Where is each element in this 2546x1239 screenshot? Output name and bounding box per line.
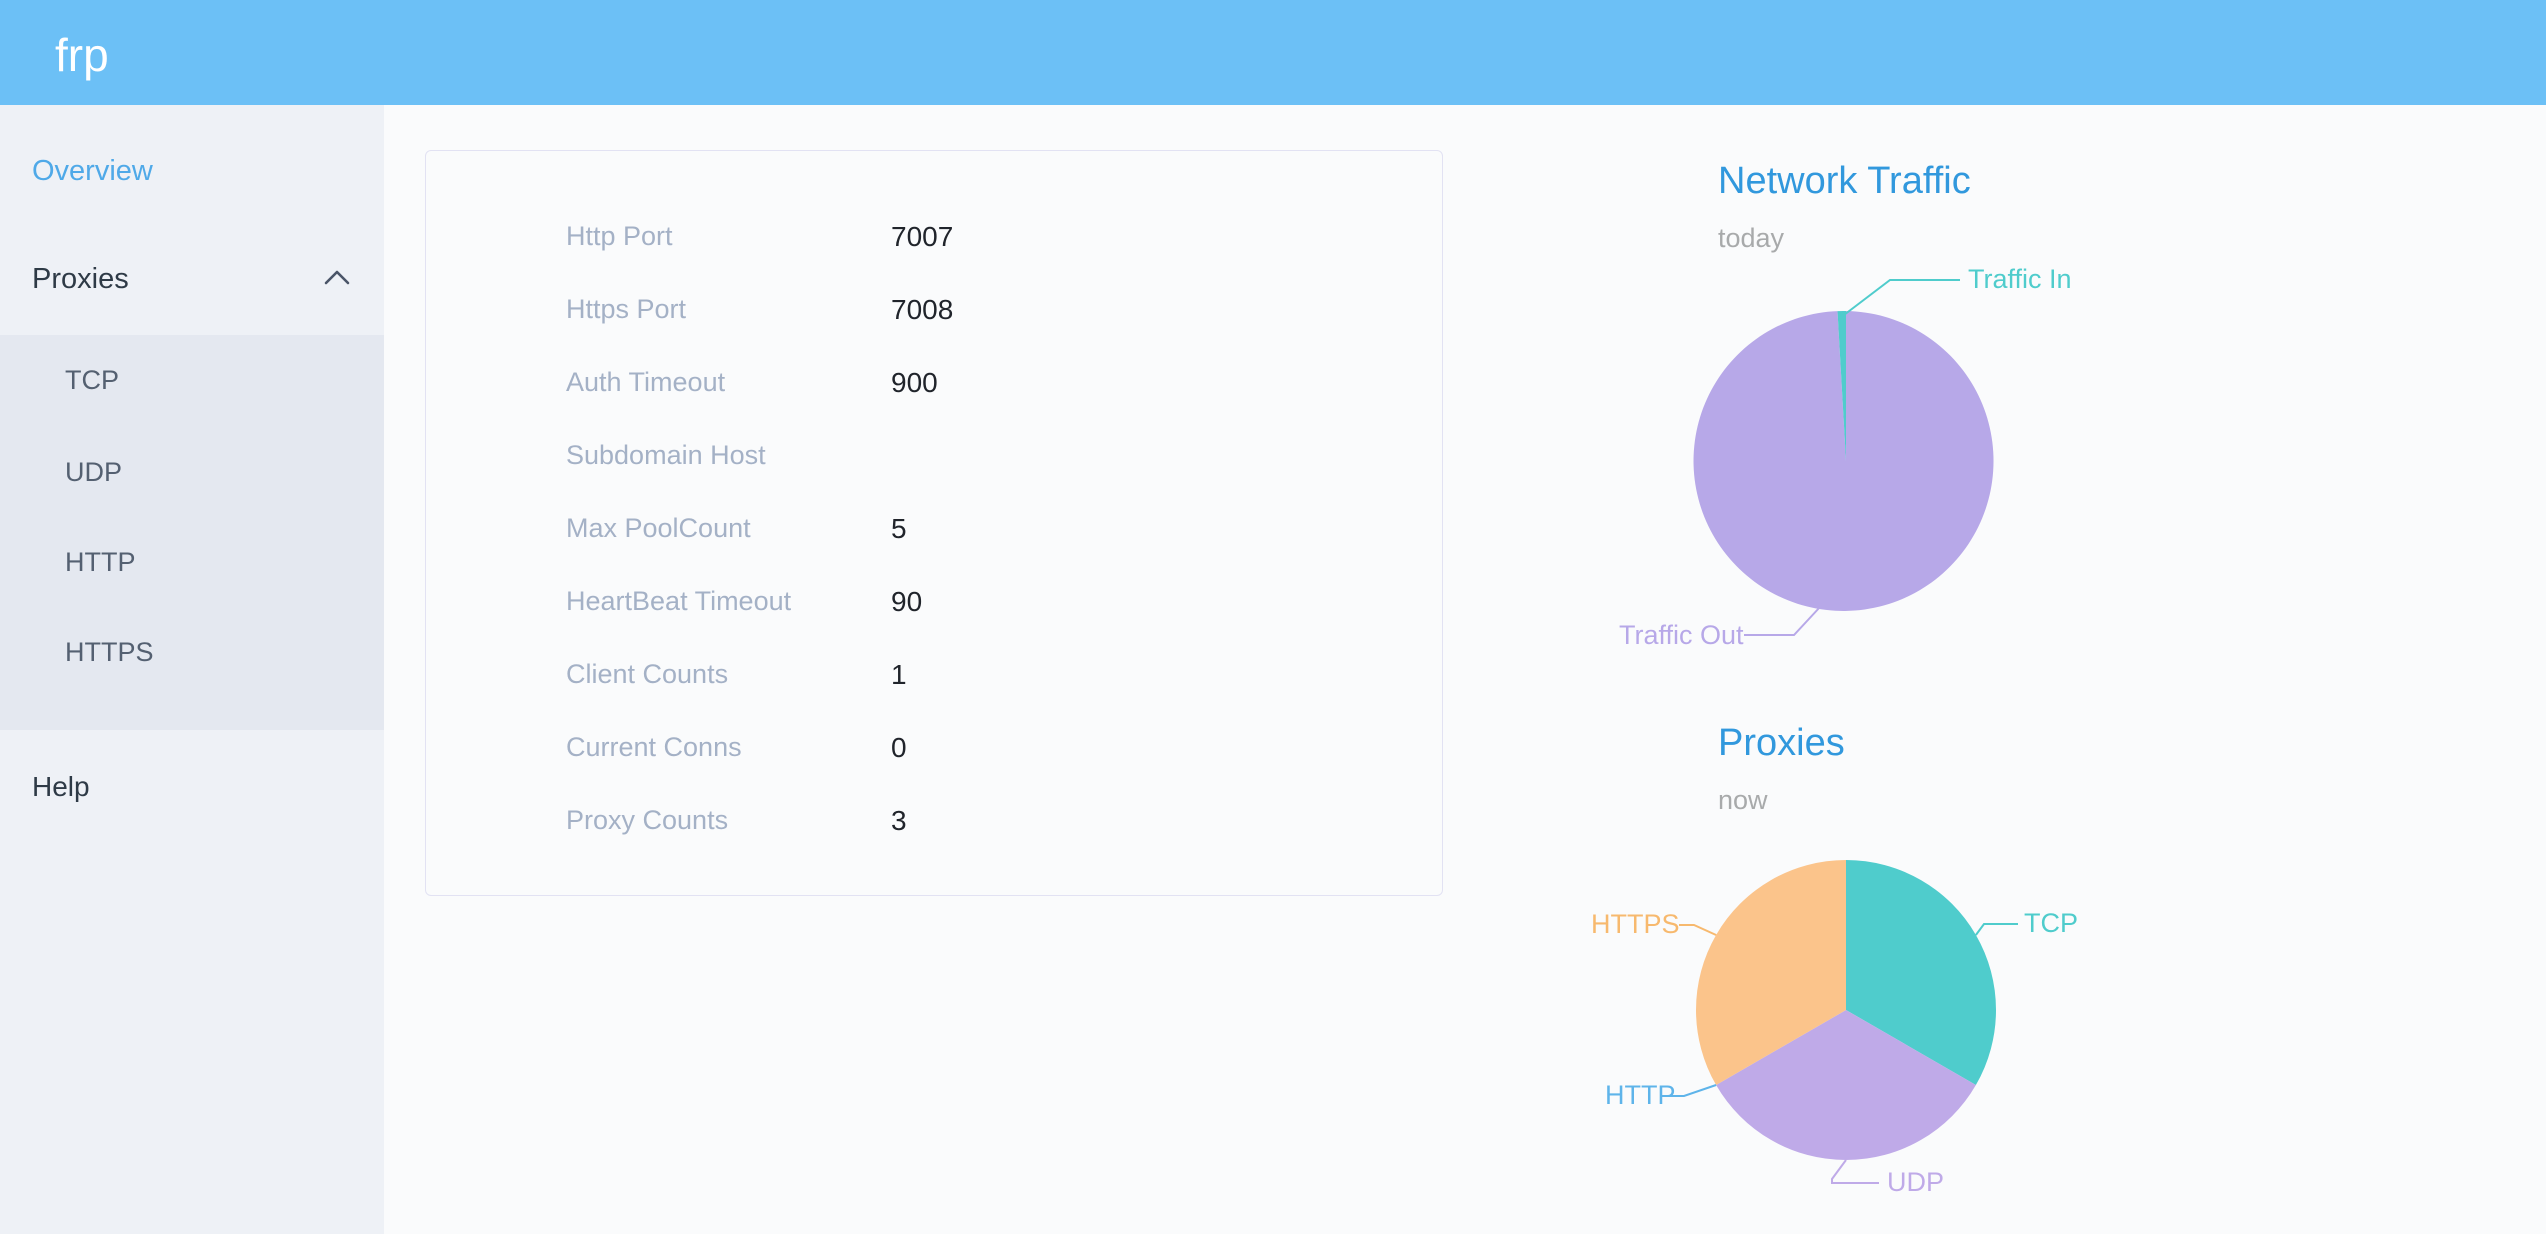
svg-text:HTTP: HTTP bbox=[1605, 1080, 1676, 1110]
svg-text:TCP: TCP bbox=[2024, 908, 2078, 938]
svg-text:HTTPS: HTTPS bbox=[1591, 909, 1680, 939]
svg-text:UDP: UDP bbox=[1887, 1167, 1944, 1197]
svg-text:Traffic Out: Traffic Out bbox=[1619, 620, 1744, 650]
svg-text:Traffic In: Traffic In bbox=[1968, 264, 2072, 294]
